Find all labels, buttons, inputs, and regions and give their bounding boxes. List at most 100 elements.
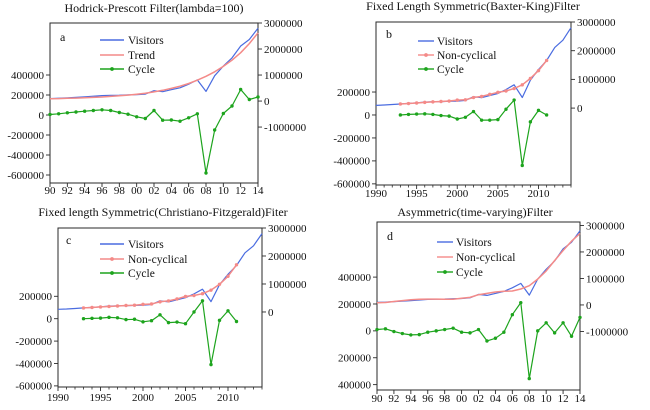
left-tick-label: 0 bbox=[366, 326, 372, 338]
right-tick-label: 3000000 bbox=[268, 223, 307, 235]
x-tick-label: 04 bbox=[166, 185, 178, 197]
series-marker bbox=[485, 339, 489, 343]
left-tick-label: 200000 bbox=[338, 299, 372, 311]
series-marker bbox=[406, 112, 411, 117]
series-marker bbox=[200, 292, 205, 296]
left-tick-label: 200000 bbox=[337, 87, 371, 99]
x-tick-label: 2005 bbox=[487, 188, 510, 200]
legend-label: Visitors bbox=[437, 36, 473, 48]
x-tick-label: 2000 bbox=[446, 188, 469, 200]
panel-b-chart: 1990 1995 2000 2005 20102000000-200000-40000… bbox=[333, 17, 616, 200]
series-marker bbox=[423, 100, 427, 105]
legend-label: Visitors bbox=[128, 239, 164, 251]
series-marker bbox=[493, 336, 498, 340]
series-marker bbox=[212, 128, 217, 132]
series-marker bbox=[91, 108, 96, 113]
legend-marker bbox=[110, 271, 114, 275]
series-marker bbox=[426, 330, 430, 334]
right-tick-label: 1000000 bbox=[577, 74, 616, 86]
series-marker bbox=[569, 334, 574, 338]
left-tick-label: 0 bbox=[39, 110, 45, 122]
series-marker bbox=[431, 100, 435, 104]
legend-marker bbox=[110, 257, 114, 261]
right-tick-label: -1000000 bbox=[586, 326, 629, 338]
series-marker bbox=[166, 299, 171, 303]
series-marker bbox=[400, 331, 405, 336]
series-marker bbox=[195, 112, 200, 116]
right-tick-label: 2000000 bbox=[264, 44, 303, 56]
series-marker bbox=[132, 317, 137, 321]
series-marker bbox=[488, 92, 492, 97]
right-tick-label: 2000000 bbox=[577, 46, 616, 58]
series-marker bbox=[178, 119, 182, 123]
series-marker bbox=[455, 117, 459, 121]
series-marker bbox=[392, 329, 396, 334]
panel-a-letter: a bbox=[60, 30, 66, 44]
x-tick-label: 1990 bbox=[365, 188, 388, 200]
legend-label: Non-cyclical bbox=[456, 252, 515, 264]
right-tick-label: 2000000 bbox=[586, 247, 625, 259]
panel-d-letter: d bbox=[387, 229, 393, 243]
series-marker bbox=[455, 98, 459, 102]
x-tick-label: 10 bbox=[218, 185, 230, 197]
series-marker bbox=[192, 310, 196, 314]
series-marker bbox=[510, 313, 515, 317]
series-marker bbox=[512, 86, 516, 91]
series-marker bbox=[132, 303, 137, 307]
series-marker bbox=[519, 300, 523, 305]
series-marker bbox=[383, 327, 388, 331]
legend-label: Non-cyclical bbox=[437, 50, 496, 62]
series-marker bbox=[107, 315, 111, 320]
right-tick-label: 0 bbox=[577, 103, 583, 115]
series-marker bbox=[204, 171, 208, 175]
series-marker bbox=[496, 117, 500, 122]
x-tick-label: 94 bbox=[79, 185, 91, 197]
series-marker bbox=[230, 104, 234, 108]
panel-c-title: Fixed length Symmetric(Christiano-Fitzge… bbox=[38, 205, 288, 219]
series-marker bbox=[476, 327, 481, 332]
series-marker bbox=[141, 302, 145, 307]
left-tick-label: 400000 bbox=[338, 272, 372, 284]
left-tick-label: -600000 bbox=[15, 381, 52, 393]
right-tick-label: 1000000 bbox=[268, 279, 307, 291]
legend-label: Cycle bbox=[128, 64, 155, 76]
right-tick-label: -1000000 bbox=[264, 122, 307, 134]
series-marker bbox=[82, 109, 87, 113]
x-tick-label: 02 bbox=[473, 393, 484, 405]
series-marker bbox=[561, 321, 565, 325]
x-tick-label: 2000 bbox=[132, 392, 155, 404]
series-marker bbox=[126, 112, 130, 116]
series-marker bbox=[527, 376, 531, 381]
left-tick-label: 400000 bbox=[11, 70, 45, 82]
series-marker bbox=[183, 322, 188, 326]
series-marker bbox=[226, 309, 230, 313]
series-non-cyclical-line bbox=[376, 232, 581, 304]
legend-marker bbox=[424, 53, 428, 57]
right-tick-label: 1000000 bbox=[586, 273, 625, 285]
panel-b-title: Fixed Length Symmetric(Baxter-King)Filte… bbox=[366, 0, 580, 13]
x-tick-label: 04 bbox=[490, 393, 502, 405]
series-marker bbox=[479, 118, 484, 122]
legend-label: Non-cyclical bbox=[128, 254, 187, 266]
series-marker bbox=[124, 317, 128, 322]
x-tick-label: 02 bbox=[149, 185, 160, 197]
series-marker bbox=[471, 95, 476, 100]
left-tick-label: 200000 bbox=[338, 353, 372, 365]
series-marker bbox=[117, 110, 122, 115]
right-tick-label: 1000000 bbox=[264, 70, 303, 82]
series-marker bbox=[463, 98, 468, 102]
x-tick-label: 06 bbox=[183, 185, 195, 197]
left-tick-label: 400000 bbox=[338, 379, 372, 391]
series-marker bbox=[439, 99, 443, 104]
left-tick-label: -200000 bbox=[333, 133, 370, 145]
panel-c-chart: 1990 1995 2000 2005 20102000000-200000-40000… bbox=[15, 223, 307, 404]
series-marker bbox=[496, 90, 500, 95]
series-marker bbox=[217, 282, 222, 286]
series-marker bbox=[107, 304, 111, 309]
series-marker bbox=[398, 102, 403, 106]
series-marker bbox=[74, 110, 78, 114]
series-marker bbox=[98, 305, 103, 309]
series-marker bbox=[158, 300, 162, 304]
legend-label: Visitors bbox=[128, 35, 164, 47]
x-tick-label: 90 bbox=[372, 393, 384, 405]
